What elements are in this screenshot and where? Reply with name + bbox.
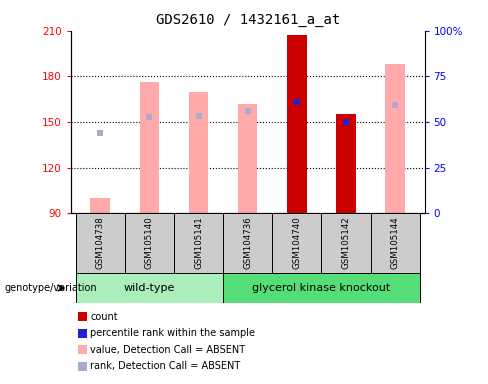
Text: percentile rank within the sample: percentile rank within the sample <box>90 328 255 338</box>
Text: GSM105141: GSM105141 <box>194 217 203 269</box>
Bar <box>385 64 405 213</box>
Bar <box>125 213 174 273</box>
Bar <box>287 35 306 213</box>
Text: glycerol kinase knockout: glycerol kinase knockout <box>252 283 390 293</box>
Bar <box>189 91 208 213</box>
Text: GSM104736: GSM104736 <box>243 217 252 269</box>
Bar <box>78 329 87 338</box>
Text: GSM105140: GSM105140 <box>145 217 154 269</box>
Bar <box>370 213 420 273</box>
Bar <box>78 312 87 321</box>
Bar <box>90 198 110 213</box>
Text: GSM104740: GSM104740 <box>292 217 301 269</box>
Text: GSM105144: GSM105144 <box>390 217 400 269</box>
Bar <box>140 83 159 213</box>
Text: rank, Detection Call = ABSENT: rank, Detection Call = ABSENT <box>90 361 241 371</box>
Text: value, Detection Call = ABSENT: value, Detection Call = ABSENT <box>90 345 245 355</box>
Text: count: count <box>90 312 118 322</box>
Bar <box>78 362 87 371</box>
Bar <box>322 213 370 273</box>
Text: GSM105142: GSM105142 <box>342 217 350 269</box>
Bar <box>272 213 322 273</box>
Bar <box>76 273 223 303</box>
Bar <box>76 213 125 273</box>
Bar <box>238 104 258 213</box>
Title: GDS2610 / 1432161_a_at: GDS2610 / 1432161_a_at <box>156 13 340 27</box>
Text: wild-type: wild-type <box>123 283 175 293</box>
Bar <box>78 345 87 354</box>
Text: GSM104738: GSM104738 <box>96 217 105 269</box>
Bar <box>223 213 272 273</box>
Bar <box>336 114 356 213</box>
Bar <box>223 273 420 303</box>
Bar <box>174 213 223 273</box>
Text: genotype/variation: genotype/variation <box>5 283 98 293</box>
